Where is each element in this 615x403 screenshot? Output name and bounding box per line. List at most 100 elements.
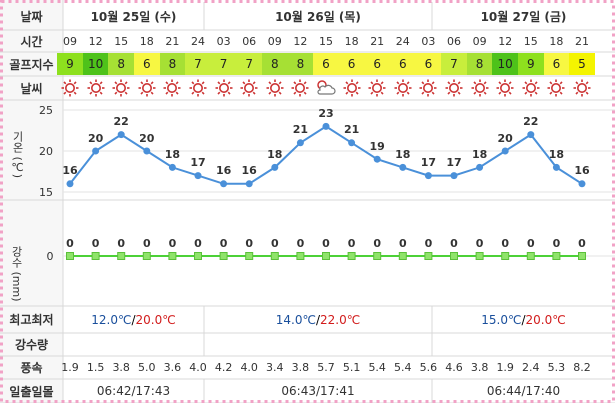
time-cell: 03	[216, 34, 231, 48]
temperature-point	[220, 180, 228, 188]
golf-index-cell: 7	[210, 53, 237, 75]
golf-index-cell: 6	[134, 53, 160, 75]
temperature-value-label: 17	[420, 156, 437, 170]
rainfall-value-label: 0	[578, 236, 586, 250]
rainfall-value-label: 0	[398, 236, 407, 250]
golf-index-cell: 10	[82, 53, 109, 75]
wind-cell: 8.2	[573, 361, 591, 374]
golf-index-cell: 8	[466, 53, 493, 75]
rainfall-value-label: 0	[66, 236, 74, 250]
rainfall-point	[578, 252, 586, 260]
temperature-point	[552, 163, 560, 171]
golf-index-cell: 5	[569, 53, 595, 75]
wind-cell: 5.6	[419, 361, 438, 374]
wind-cell: 3.6	[163, 361, 182, 374]
max-temp: 22.0℃	[320, 312, 361, 327]
temp-tick-label: 20	[39, 144, 53, 158]
rain-tick-label: 0	[46, 249, 54, 263]
rainfall-value-label: 0	[270, 236, 279, 250]
temperature-point	[296, 139, 304, 147]
day-header: 10월 25일 (수)	[90, 9, 177, 24]
rainfall-point	[347, 252, 356, 260]
temperature-value-label: 20	[139, 131, 155, 145]
sun-icon	[110, 77, 132, 99]
time-cell: 06	[447, 34, 461, 48]
rainfall-point	[424, 252, 433, 260]
temperature-point	[92, 147, 100, 155]
temperature-point	[168, 163, 176, 171]
label-column-bg	[0, 0, 63, 403]
time-cell: 15	[523, 34, 538, 48]
time-cell: 09	[267, 34, 282, 48]
rainfall-point	[475, 252, 484, 260]
time-cell: 12	[498, 34, 513, 48]
rainfall-point	[168, 252, 177, 260]
rainfall-value-label: 0	[552, 236, 561, 250]
rainfall-value-label: 0	[117, 236, 126, 250]
wind-cell: 5.4	[394, 361, 412, 374]
wind-cell: 1.9	[61, 361, 79, 374]
time-cell: 15	[319, 34, 333, 48]
wind-cell: 1.9	[496, 361, 514, 374]
wind-cell: 2.4	[522, 361, 540, 374]
temperature-value-label: 23	[318, 106, 334, 120]
sun-icon	[366, 77, 388, 99]
sun-icon	[213, 77, 235, 99]
wind-cell: 4.6	[445, 361, 463, 374]
sun-icon	[238, 77, 260, 99]
temperature-point	[424, 172, 432, 180]
sun-icon	[494, 77, 516, 99]
temperature-value-label: 16	[241, 164, 257, 178]
golf-index-cell: 8	[287, 53, 314, 75]
golf-index-cell: 7	[441, 53, 467, 75]
wind-cell: 1.5	[86, 361, 105, 374]
temperature-point	[322, 122, 330, 130]
rainfall-point	[398, 252, 407, 260]
wind-cell: 5.7	[317, 361, 335, 374]
temperature-point	[271, 163, 279, 171]
wind-label: 풍속	[20, 361, 43, 375]
rainfall-point	[501, 252, 510, 260]
time-cell: 18	[139, 34, 154, 48]
sun-icon	[417, 77, 439, 99]
rainfall-value-label: 0	[219, 236, 228, 250]
rain-axis-label: 강수 (mm)	[10, 246, 23, 302]
max-temp: 20.0℃	[525, 312, 566, 327]
temperature-value-label: 22	[113, 115, 129, 129]
sun-icon	[443, 77, 465, 99]
sun-icon	[571, 77, 593, 99]
time-cell: 15	[114, 34, 129, 48]
wind-cell: 3.8	[112, 361, 130, 374]
temperature-value-label: 18	[395, 147, 411, 161]
golf-index-cell: 7	[236, 53, 262, 75]
temperature-value-label: 21	[292, 123, 309, 137]
min-temp: 14.0℃	[275, 312, 316, 327]
sunrise-sunset-cell: 06:42/17:43	[96, 384, 171, 398]
rainfall-point	[450, 252, 458, 260]
time-cell: 21	[165, 34, 180, 48]
rainfall-point	[142, 252, 151, 260]
time-cell: 06	[242, 34, 257, 48]
rainfall-point	[194, 252, 202, 260]
rainfall-value-label: 0	[91, 236, 100, 250]
wind-cell: 5.3	[547, 361, 566, 374]
rainfall-point	[296, 252, 305, 260]
min-temp: 15.0℃	[481, 312, 522, 327]
temperature-value-label: 20	[497, 131, 513, 145]
sun-icon	[264, 77, 286, 99]
golf-index-cell: 6	[543, 53, 570, 75]
rainfall-value-label: 0	[296, 236, 305, 250]
rainfall-value-label: 0	[373, 236, 382, 250]
temperature-value-label: 21	[343, 123, 360, 137]
cloud-icon	[315, 77, 337, 99]
sun-icon	[289, 77, 311, 99]
temperature-value-label: 18	[548, 147, 565, 161]
time-cell: 21	[370, 34, 385, 48]
sun-icon	[545, 77, 567, 99]
wind-cell: 3.8	[291, 361, 310, 374]
temp-tick-label: 15	[39, 185, 53, 199]
rainfall-point	[117, 252, 126, 260]
rainfall-point	[552, 252, 561, 260]
